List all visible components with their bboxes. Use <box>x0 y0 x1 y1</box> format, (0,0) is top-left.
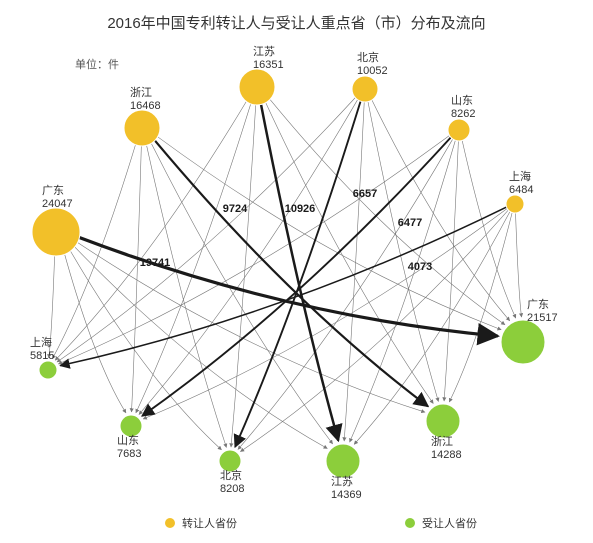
edge <box>57 98 355 362</box>
node-a_js <box>239 69 275 105</box>
edges-normal <box>49 98 522 452</box>
edge <box>444 141 458 401</box>
edge <box>65 254 126 413</box>
node-value-label: 10052 <box>357 65 388 77</box>
node-value-label: 7683 <box>117 448 141 460</box>
node-a_sd <box>448 119 470 141</box>
edge <box>516 213 522 317</box>
node-name-label: 浙江 <box>431 435 453 448</box>
edge-value-label: 9724 <box>223 203 248 215</box>
node-a_sh <box>506 195 524 213</box>
node-name-label: 山东 <box>451 94 473 107</box>
node-r_sh <box>39 361 57 379</box>
flow-network-svg: 2016年中国专利转让人与受让人重点省（市）分布及流向单位：件 19741 9724… <box>0 0 593 543</box>
node-value-label: 8208 <box>220 483 244 495</box>
unit-label: 单位：件 <box>75 57 119 71</box>
legend-assignee-dot <box>405 518 415 528</box>
node-name-label: 北京 <box>220 468 242 482</box>
nodes: 广东24047浙江16468江苏16351北京10052山东8262上海6484… <box>30 45 558 501</box>
node-r_gd <box>501 320 545 364</box>
node-r_zj <box>426 404 460 438</box>
node-name-label: 上海 <box>30 335 52 349</box>
node-name-label: 广东 <box>42 184 64 197</box>
node-name-label: 江苏 <box>331 475 353 488</box>
node-value-label: 24047 <box>42 198 73 210</box>
node-name-label: 上海 <box>509 169 531 183</box>
chart-title: 2016年中国专利转让人与受让人重点省（市）分布及流向 <box>107 15 485 32</box>
node-r_bj <box>219 450 241 472</box>
edge <box>132 146 142 412</box>
edge <box>240 210 508 452</box>
node-value-label: 14369 <box>331 489 362 501</box>
node-r_js <box>326 444 360 478</box>
node-name-label: 浙江 <box>130 86 152 99</box>
node-value-label: 14288 <box>431 449 462 461</box>
node-value-label: 6484 <box>509 184 533 196</box>
node-a_gd <box>32 208 80 256</box>
node-value-label: 16351 <box>253 59 284 71</box>
node-a_bj <box>352 76 378 102</box>
edge-highlight <box>60 207 506 366</box>
node-value-label: 5815 <box>30 350 54 362</box>
edge-value-label: 6657 <box>353 188 377 200</box>
legend-assignor-label: 转让人省份 <box>182 516 237 530</box>
edge <box>368 102 438 402</box>
node-r_sd <box>120 415 142 437</box>
node-value-label: 21517 <box>527 312 558 324</box>
node-a_zj <box>124 110 160 146</box>
edge-highlight <box>261 105 338 441</box>
edge-value-label: 4073 <box>408 261 432 273</box>
node-name-label: 山东 <box>117 434 139 447</box>
legend-assignor-dot <box>165 518 175 528</box>
edge <box>147 145 227 447</box>
edge <box>71 251 222 450</box>
node-name-label: 北京 <box>357 50 379 64</box>
legend-assignee-label: 受让人省份 <box>422 517 477 530</box>
node-value-label: 8262 <box>451 108 475 120</box>
node-name-label: 江苏 <box>253 45 275 58</box>
node-name-label: 广东 <box>527 298 549 311</box>
edge <box>350 140 456 442</box>
edge-value-label: 19741 <box>140 257 171 269</box>
node-value-label: 16468 <box>130 100 161 112</box>
edge-value-label: 10926 <box>285 203 316 215</box>
edge-value-label: 6477 <box>398 217 422 229</box>
